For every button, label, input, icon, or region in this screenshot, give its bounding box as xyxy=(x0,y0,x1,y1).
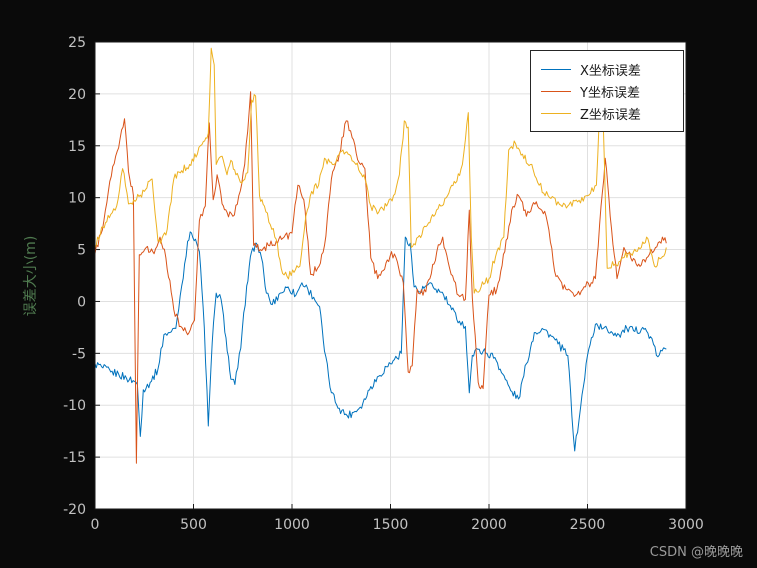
x-tick-label: 2500 xyxy=(570,517,606,533)
y-tick-label: -5 xyxy=(72,346,86,362)
legend-line-sample xyxy=(541,90,571,92)
watermark: CSDN @晚晚晚 xyxy=(649,545,743,560)
x-tick-label: 0 xyxy=(91,517,100,533)
series-line-Z坐标误差 xyxy=(94,47,667,294)
legend-entry[interactable]: Z坐标误差 xyxy=(541,102,673,124)
series-line-X坐标误差 xyxy=(94,231,667,452)
series-line-Y坐标误差 xyxy=(94,91,667,464)
x-tick-label: 3000 xyxy=(668,517,704,533)
y-tick-label: 10 xyxy=(68,191,86,207)
y-tick-label: 0 xyxy=(77,294,86,310)
legend-entry[interactable]: X坐标误差 xyxy=(541,58,673,80)
x-tick-label: 2000 xyxy=(471,517,507,533)
y-tick-label: -20 xyxy=(63,502,86,518)
axes-box xyxy=(94,41,687,510)
legend-label: Z坐标误差 xyxy=(580,107,641,123)
legend-label: Y坐标误差 xyxy=(580,85,640,101)
legend-entry[interactable]: Y坐标误差 xyxy=(541,80,673,102)
y-tick-label: 25 xyxy=(68,35,86,51)
legend[interactable]: X坐标误差 Y坐标误差 Z坐标误差 xyxy=(530,50,684,132)
y-tick-label: 15 xyxy=(68,139,86,155)
y-tick-label: 20 xyxy=(68,87,86,103)
y-tick-label: 5 xyxy=(77,243,86,259)
y-tick-label: -10 xyxy=(63,398,86,414)
x-tick-label: 1500 xyxy=(373,517,409,533)
y-axis-label: 误差大小(m) xyxy=(23,235,39,317)
x-tick-label: 1000 xyxy=(274,517,310,533)
x-tick-label: 500 xyxy=(180,517,207,533)
legend-label: X坐标误差 xyxy=(580,63,641,79)
legend-line-sample xyxy=(541,68,571,70)
legend-line-sample xyxy=(541,112,571,114)
y-tick-label: -15 xyxy=(63,450,86,466)
